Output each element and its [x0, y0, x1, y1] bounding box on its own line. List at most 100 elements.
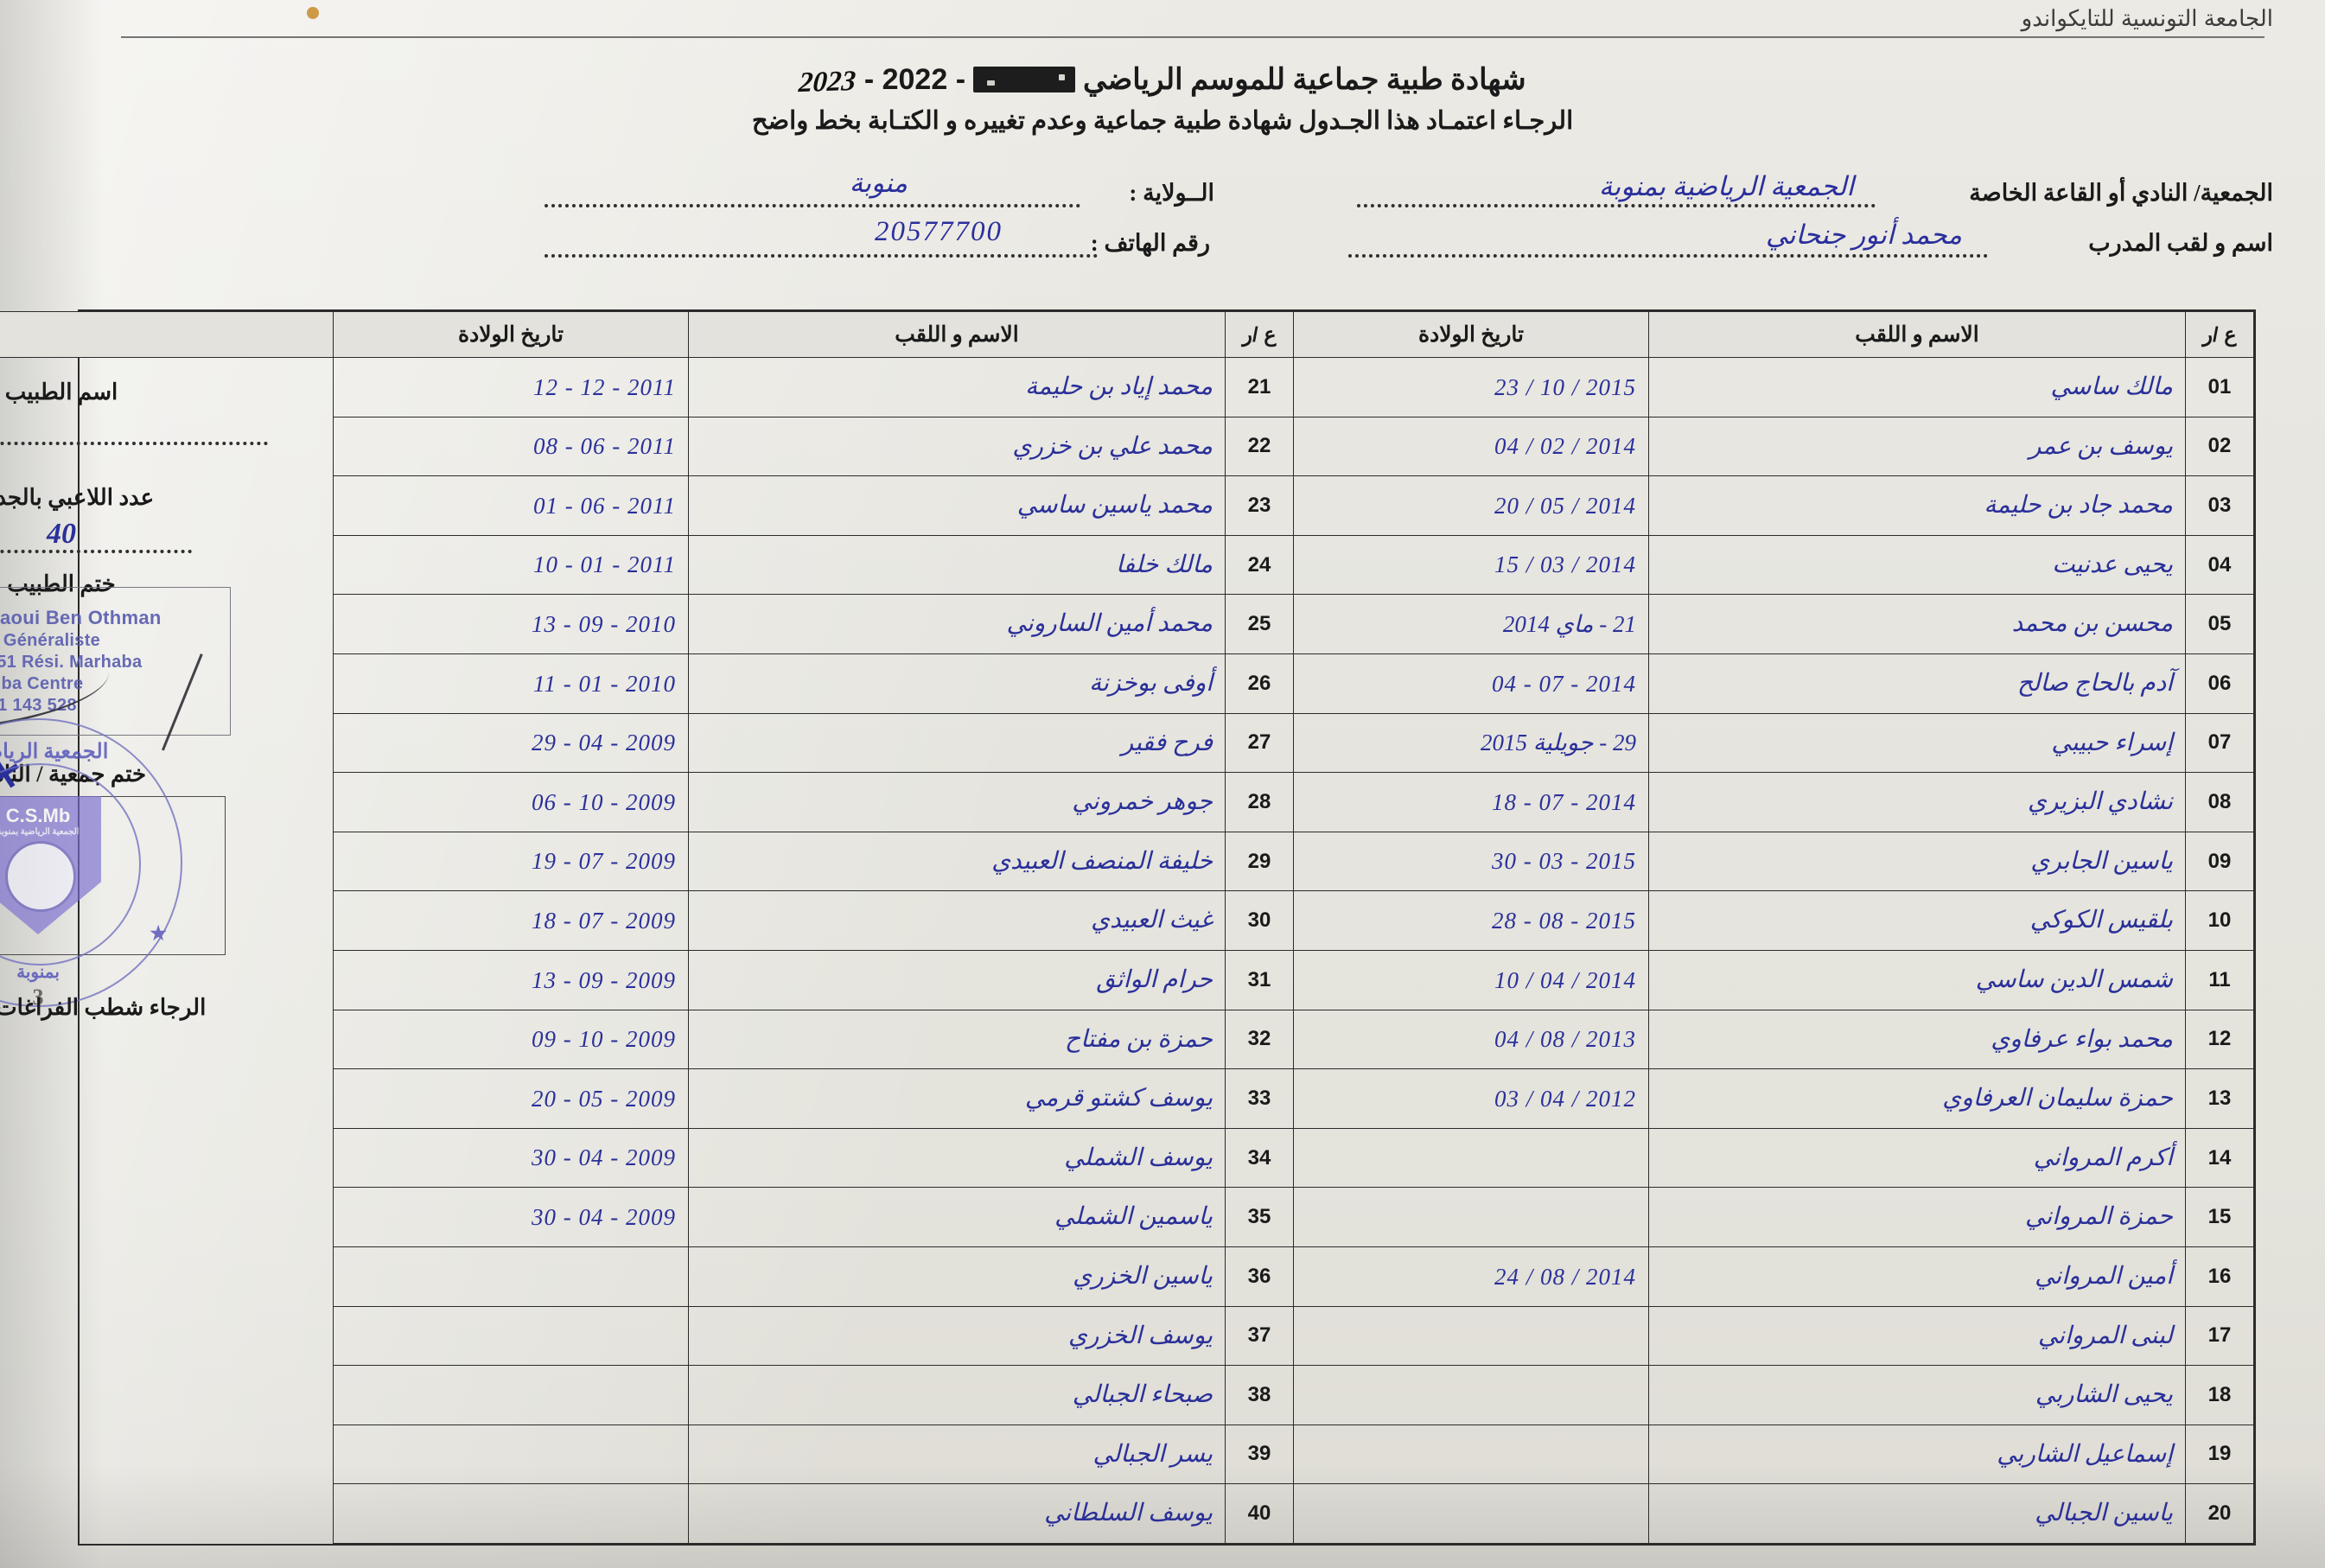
- row-dob-left[interactable]: 2011 - 06 - 08: [333, 416, 689, 477]
- row-dob-left[interactable]: [333, 1483, 689, 1544]
- row-num-right[interactable]: 08: [2185, 772, 2254, 832]
- row-dob-left[interactable]: 2009 - 10 - 06: [333, 772, 689, 832]
- row-dob-right[interactable]: 2014 / 05 / 20: [1293, 475, 1649, 536]
- row-num-right[interactable]: 11: [2185, 949, 2254, 1010]
- row-dob-right[interactable]: [1293, 1365, 1649, 1425]
- row-dob-right[interactable]: 2013 / 08 / 04: [1293, 1009, 1649, 1070]
- row-num-left[interactable]: 30: [1225, 890, 1294, 951]
- row-dob-right[interactable]: [1293, 1483, 1649, 1544]
- row-name-right[interactable]: محمد جاد بن حليمة: [1648, 475, 2186, 536]
- state-dots[interactable]: [545, 187, 1080, 207]
- row-dob-left[interactable]: 2010 - 09 - 13: [333, 594, 689, 654]
- row-num-right[interactable]: 14: [2185, 1127, 2254, 1189]
- row-name-right[interactable]: لبنى المرواني: [1648, 1305, 2186, 1367]
- row-dob-right[interactable]: 21 - ماي 2014: [1293, 594, 1649, 654]
- row-num-right[interactable]: 18: [2185, 1365, 2254, 1425]
- row-num-right[interactable]: 10: [2185, 890, 2254, 951]
- row-num-right[interactable]: 19: [2185, 1424, 2254, 1485]
- row-dob-left[interactable]: 2011 - 06 - 01: [333, 475, 689, 536]
- row-name-left[interactable]: يوسف كشتو قرمي: [688, 1068, 1226, 1129]
- row-name-left[interactable]: ياسمين الشملي: [688, 1187, 1226, 1247]
- row-name-right[interactable]: مالك ساسي: [1648, 357, 2186, 417]
- row-dob-right[interactable]: 2014 / 02 / 04: [1293, 416, 1649, 477]
- row-dob-right[interactable]: [1293, 1127, 1649, 1189]
- row-name-right[interactable]: أمين المرواني: [1648, 1246, 2186, 1307]
- row-dob-right[interactable]: 29 - جويلية 2015: [1293, 712, 1649, 774]
- row-dob-left[interactable]: 2009 - 10 - 09: [333, 1009, 689, 1070]
- row-num-right[interactable]: 05: [2185, 594, 2254, 654]
- row-name-left[interactable]: يسر الجبالي: [688, 1424, 1226, 1485]
- row-num-left[interactable]: 29: [1225, 831, 1294, 892]
- row-name-right[interactable]: يوسف بن عمر: [1648, 416, 2186, 477]
- row-name-left[interactable]: حمزة بن مفتاح: [688, 1009, 1226, 1070]
- row-dob-right[interactable]: [1293, 1305, 1649, 1367]
- row-name-left[interactable]: مالك خلفا: [688, 534, 1226, 596]
- row-num-left[interactable]: 24: [1225, 534, 1294, 596]
- row-dob-left[interactable]: 2010 - 01 - 11: [333, 653, 689, 714]
- row-dob-right[interactable]: 2014 / 03 / 15: [1293, 534, 1649, 596]
- row-num-left[interactable]: 32: [1225, 1009, 1294, 1070]
- row-num-left[interactable]: 39: [1225, 1424, 1294, 1485]
- row-dob-right[interactable]: 2015 - 08 - 28: [1293, 890, 1649, 951]
- row-name-left[interactable]: يوسف الشملي: [688, 1127, 1226, 1189]
- row-num-right[interactable]: 15: [2185, 1187, 2254, 1247]
- row-name-left[interactable]: صبحاء الجبالي: [688, 1365, 1226, 1425]
- row-dob-left[interactable]: 2011 - 12 - 12: [333, 357, 689, 417]
- row-dob-left[interactable]: 2009 - 07 - 19: [333, 831, 689, 892]
- row-name-right[interactable]: بلقيس الكوكي: [1648, 890, 2186, 951]
- row-name-left[interactable]: حرام الواثق: [688, 949, 1226, 1010]
- row-num-right[interactable]: 20: [2185, 1483, 2254, 1544]
- row-dob-right[interactable]: [1293, 1187, 1649, 1247]
- row-num-right[interactable]: 02: [2185, 416, 2254, 477]
- row-name-right[interactable]: آدم بالحاج صالح: [1648, 653, 2186, 714]
- row-dob-left[interactable]: 2009 - 05 - 20: [333, 1068, 689, 1129]
- row-num-left[interactable]: 38: [1225, 1365, 1294, 1425]
- row-name-left[interactable]: جوهر خمروني: [688, 772, 1226, 832]
- row-name-right[interactable]: يحيى عدنيت: [1648, 534, 2186, 596]
- row-dob-right[interactable]: 2015 / 10 / 23: [1293, 357, 1649, 417]
- row-num-left[interactable]: 26: [1225, 653, 1294, 714]
- row-name-left[interactable]: محمد علي بن خزري: [688, 416, 1226, 477]
- row-name-right[interactable]: أكرم المرواني: [1648, 1127, 2186, 1189]
- row-num-left[interactable]: 23: [1225, 475, 1294, 536]
- row-dob-right[interactable]: 2014 - 07 - 18: [1293, 772, 1649, 832]
- row-dob-right[interactable]: 2015 - 03 - 30: [1293, 831, 1649, 892]
- row-num-left[interactable]: 21: [1225, 357, 1294, 417]
- row-num-left[interactable]: 33: [1225, 1068, 1294, 1129]
- row-name-left[interactable]: خليفة المنصف العبيدي: [688, 831, 1226, 892]
- players-count-dots[interactable]: [0, 550, 192, 553]
- row-num-left[interactable]: 25: [1225, 594, 1294, 654]
- row-dob-left[interactable]: [333, 1424, 689, 1485]
- row-name-right[interactable]: شمس الدين ساسي: [1648, 949, 2186, 1010]
- row-name-right[interactable]: نشادي البزيري: [1648, 772, 2186, 832]
- row-dob-right[interactable]: 2014 / 08 / 24: [1293, 1246, 1649, 1307]
- row-dob-right[interactable]: 2012 / 04 / 03: [1293, 1068, 1649, 1129]
- row-name-right[interactable]: حمزة المرواني: [1648, 1187, 2186, 1247]
- row-num-right[interactable]: 16: [2185, 1246, 2254, 1307]
- row-dob-left[interactable]: 2009 - 09 - 13: [333, 949, 689, 1010]
- row-name-left[interactable]: محمد ياسين ساسي: [688, 475, 1226, 536]
- row-num-right[interactable]: 13: [2185, 1068, 2254, 1129]
- row-name-left[interactable]: ياسين الخزري: [688, 1246, 1226, 1307]
- row-num-left[interactable]: 40: [1225, 1483, 1294, 1544]
- row-name-left[interactable]: محمد إياد بن حليمة: [688, 357, 1226, 417]
- trainer-dots[interactable]: [1348, 237, 1988, 258]
- row-dob-right[interactable]: 2014 - 07 - 04: [1293, 653, 1649, 714]
- row-dob-left[interactable]: [333, 1246, 689, 1307]
- doctor-name-dots[interactable]: [0, 442, 268, 445]
- row-name-right[interactable]: محسن بن محمد: [1648, 594, 2186, 654]
- row-name-right[interactable]: محمد بواء عرفاوي: [1648, 1009, 2186, 1070]
- row-num-left[interactable]: 36: [1225, 1246, 1294, 1307]
- row-num-right[interactable]: 07: [2185, 712, 2254, 774]
- row-dob-left[interactable]: [333, 1365, 689, 1425]
- row-dob-left[interactable]: 2011 - 01 - 10: [333, 534, 689, 596]
- row-name-left[interactable]: يوسف السلطاني: [688, 1483, 1226, 1544]
- row-name-right[interactable]: ياسين الجابري: [1648, 831, 2186, 892]
- row-name-right[interactable]: حمزة سليمان العرفاوي: [1648, 1068, 2186, 1129]
- phone-dots[interactable]: [545, 237, 1098, 258]
- row-num-right[interactable]: 01: [2185, 357, 2254, 417]
- row-num-left[interactable]: 22: [1225, 416, 1294, 477]
- row-name-left[interactable]: غيث العبيدي: [688, 890, 1226, 951]
- row-num-left[interactable]: 27: [1225, 712, 1294, 774]
- row-dob-right[interactable]: 2014 / 04 / 10: [1293, 949, 1649, 1010]
